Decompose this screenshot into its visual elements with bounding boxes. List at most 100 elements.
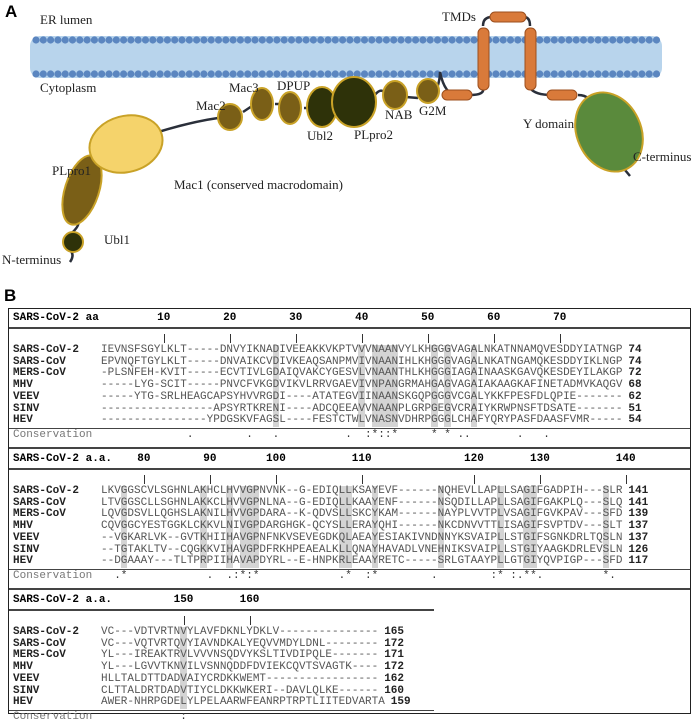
lipid-head — [54, 36, 62, 44]
conserved-column-shade — [226, 486, 233, 568]
lipid-head — [397, 36, 405, 44]
sequence-name: SINV — [13, 684, 40, 697]
lipid-head — [601, 36, 610, 44]
lipid-head — [543, 36, 551, 44]
sequence: -----YTG-SRLHEAGCAPSYHVVRGDI----ATATEGVI… — [101, 390, 623, 403]
lipid-head — [317, 36, 325, 44]
position-number: 140 — [615, 453, 636, 465]
lipid-head — [638, 36, 646, 44]
conservation-label: Conservation — [13, 428, 93, 441]
lipid-head — [98, 70, 106, 78]
lipid-head — [178, 36, 186, 44]
dpup-domain — [278, 91, 302, 125]
sequence: --TGTAKLTV--CQGKKVIHAVGPDFRKHPEAEALKLLQN… — [101, 543, 623, 556]
lipid-head — [273, 36, 281, 44]
conserved-column-shade — [497, 486, 504, 568]
lipid-head — [360, 70, 369, 78]
lipid-head — [83, 70, 91, 78]
sequence: -PLSNFEH-KVIT-----ECVTIVLGDAIQVAKCYGESVL… — [101, 367, 623, 380]
lipid-head — [506, 36, 515, 44]
lipid-head — [499, 70, 507, 78]
lipid-head — [112, 36, 120, 44]
sequence-length: 74 — [628, 344, 642, 356]
sequence: YL---IREAKTRVLVVVNSQDVYKSLTIVDIPQLE-----… — [101, 649, 379, 662]
conserved-column-shade — [384, 345, 392, 427]
lipid-head — [455, 70, 463, 78]
lipid-head — [652, 70, 661, 78]
position-number: 160 — [239, 594, 260, 606]
lipid-head — [572, 70, 580, 78]
position-number: 30 — [289, 312, 303, 324]
position-tick — [427, 334, 429, 343]
lipid-head — [178, 70, 186, 78]
conserved-column-shade — [378, 345, 385, 427]
ubl2-label: Ubl2 — [307, 128, 333, 143]
sequence-length: 160 — [384, 684, 404, 697]
lipid-head — [382, 70, 390, 78]
lipid-head — [346, 36, 354, 44]
lipid-head — [251, 36, 259, 44]
tmd-cyto-left — [441, 89, 473, 101]
conservation-rule — [9, 427, 690, 430]
tmd-lumen-loop — [489, 11, 527, 23]
position-tick — [625, 475, 627, 484]
plpro2-label: PLpro2 — [354, 127, 393, 142]
lipid-head — [156, 70, 164, 78]
lipid-head — [280, 70, 288, 78]
position-tick — [209, 475, 211, 484]
lipid-beads — [32, 36, 661, 78]
n-terminus-label: N-terminus — [2, 252, 62, 267]
sequence-length: 54 — [628, 414, 642, 427]
sequence: CQVGGCYESTGGKLCKKVLNIVGPDARGHGK-QCYSLLER… — [101, 520, 623, 533]
lipid-head — [492, 70, 500, 78]
position-tick — [143, 475, 145, 484]
sequence-name: SARS-CoV-2 — [13, 626, 80, 638]
c-terminus-label: C-terminus — [633, 149, 692, 164]
lipid-head — [463, 70, 471, 78]
g2m-label: G2M — [419, 103, 447, 118]
lipid-head — [616, 36, 624, 44]
sequence-name: HEV — [13, 555, 33, 568]
sequence-length: 126 — [628, 543, 649, 556]
sequence-length: 159 — [390, 696, 411, 709]
lipid-head — [76, 70, 84, 78]
conserved-column-shade — [200, 486, 207, 568]
conserved-column-shade — [246, 486, 253, 568]
sequence: VC---VDTVRTNVYLAVFDKNLYDKLV-------------… — [101, 626, 379, 638]
lipid-head — [302, 70, 310, 78]
position-number: 60 — [487, 312, 501, 324]
lipid-head — [536, 36, 544, 44]
panel-b-label: B — [4, 286, 17, 305]
lipid-head — [572, 36, 580, 44]
sequence: -----------------APSYRTKRENI----ADCQEEAV… — [101, 402, 623, 415]
lipid-head — [258, 36, 266, 44]
lipid-head — [127, 70, 135, 78]
lipid-head — [368, 70, 376, 78]
lipid-head — [550, 36, 558, 44]
sequence-length: 62 — [628, 390, 642, 403]
position-tick — [249, 616, 251, 625]
panel-a-label: A — [5, 2, 18, 21]
position-tick — [559, 334, 561, 343]
position-number: 90 — [203, 453, 217, 465]
position-tick — [361, 475, 363, 484]
nab-domain — [382, 80, 408, 110]
lipid-head — [90, 70, 98, 78]
lipid-head — [83, 36, 91, 44]
lipid-head — [295, 70, 303, 78]
sequence-name: HEV — [13, 696, 33, 709]
lipid-head — [207, 70, 215, 78]
lipid-head — [127, 36, 135, 44]
sequence-name: SARS-CoV — [13, 355, 66, 368]
sequence-name: SARS-CoV — [13, 637, 66, 650]
lipid-head — [404, 36, 412, 44]
lipid-head — [506, 70, 515, 78]
lipid-head — [251, 70, 259, 78]
lipid-head — [558, 36, 566, 44]
position-number: 120 — [464, 453, 484, 465]
conservation-rule — [9, 568, 690, 571]
lipid-head — [448, 36, 456, 44]
lipid-head — [390, 36, 398, 44]
lipid-head — [244, 36, 252, 44]
lipid-head — [105, 36, 113, 44]
